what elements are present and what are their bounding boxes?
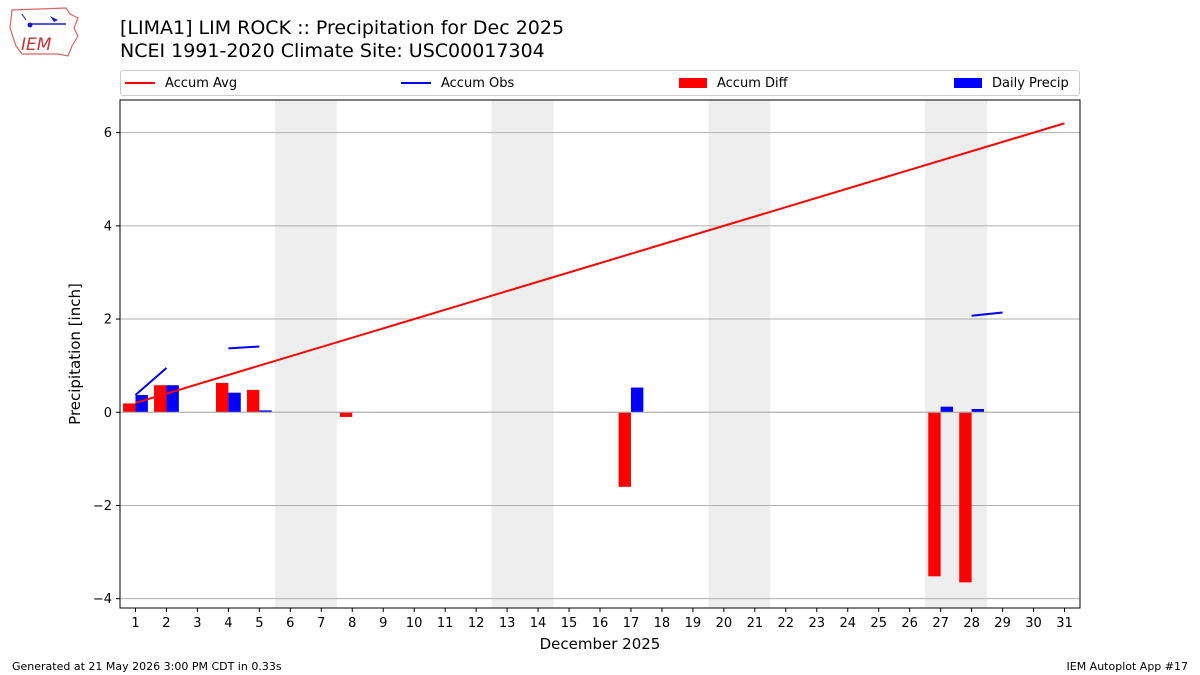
x-tick-label: 13 xyxy=(499,616,516,631)
x-tick-label: 8 xyxy=(348,616,356,631)
logo-text: IEM xyxy=(21,35,52,55)
chart-subtitle: NCEI 1991-2020 Climate Site: USC00017304 xyxy=(120,40,545,62)
accum-diff-bar-day-2 xyxy=(154,385,167,413)
accum-obs-segment-2 xyxy=(971,311,1003,317)
legend-swatch-accum-avg xyxy=(125,82,155,84)
weekend-shade-2 xyxy=(708,100,771,608)
x-tick-label: 2 xyxy=(162,616,170,631)
x-tick-label: 11 xyxy=(437,616,454,631)
x-tick-label: 3 xyxy=(193,616,201,631)
daily-precip-bar-day-28 xyxy=(971,408,984,413)
x-tick-label: 12 xyxy=(468,616,485,631)
x-tick-label: 27 xyxy=(932,616,949,631)
accum-diff-bar-day-1 xyxy=(123,403,136,413)
x-tick-label: 16 xyxy=(592,616,609,631)
x-tick-label: 25 xyxy=(870,616,887,631)
x-tick-label: 29 xyxy=(994,616,1011,631)
state-outline-icon xyxy=(9,7,79,57)
accum-diff-bar-day-5 xyxy=(246,389,260,413)
x-tick-label: 14 xyxy=(530,616,547,631)
accum-avg-line xyxy=(135,122,1065,404)
x-tick-label: 1 xyxy=(131,616,139,631)
x-tick-label: 20 xyxy=(716,616,733,631)
weekend-shade-1 xyxy=(491,100,554,608)
accum-diff-bar-day-28 xyxy=(959,412,972,583)
accum-obs-segment-1 xyxy=(228,345,260,350)
x-tick-label: 28 xyxy=(963,616,980,631)
x-tick-label: 31 xyxy=(1056,616,1073,631)
iem-logo-graphic: IEM xyxy=(9,7,79,57)
y-axis-label: Precipitation [inch] xyxy=(66,283,84,425)
x-tick-label: 18 xyxy=(654,616,671,631)
x-tick-label: 7 xyxy=(317,616,325,631)
x-tick-label: 22 xyxy=(778,616,795,631)
generated-timestamp: Generated at 21 May 2026 3:00 PM CDT in … xyxy=(12,660,282,673)
legend-item-daily-precip: Daily Precip xyxy=(954,71,1069,95)
x-tick-label: 26 xyxy=(901,616,918,631)
chart-title: [LIMA1] LIM ROCK :: Precipitation for De… xyxy=(120,17,565,39)
x-tick-label: 10 xyxy=(406,616,423,631)
x-tick-label: 15 xyxy=(561,616,578,631)
legend-label-accum-avg: Accum Avg xyxy=(165,75,238,91)
daily-precip-bar-day-1 xyxy=(135,395,148,413)
x-axis-label: December 2025 xyxy=(540,635,661,653)
legend-swatch-accum-diff xyxy=(679,78,707,88)
daily-precip-bar-day-4 xyxy=(228,392,241,413)
daily-precip-bar-day-2 xyxy=(166,385,179,413)
x-tick-label: 6 xyxy=(286,616,294,631)
lines xyxy=(134,122,1065,404)
x-tick-label: 21 xyxy=(747,616,764,631)
y-tick-label: −2 xyxy=(93,499,112,514)
chart-legend: Accum Avg Accum Obs Accum Diff Daily Pre… xyxy=(120,70,1080,96)
y-axis-ticks: −4 −2 0 2 4 6 xyxy=(93,126,120,607)
legend-label-daily-precip: Daily Precip xyxy=(992,75,1069,91)
legend-swatch-daily-precip xyxy=(954,78,982,88)
y-tick-label: 4 xyxy=(104,219,112,234)
x-tick-label: 19 xyxy=(685,616,702,631)
app-id: IEM Autoplot App #17 xyxy=(1066,660,1189,673)
accum-diff-bar-day-27 xyxy=(928,412,941,577)
y-tick-label: −4 xyxy=(93,592,112,607)
accum-diff-bar-day-17 xyxy=(618,412,631,487)
x-tick-label: 4 xyxy=(224,616,232,631)
weekend-shade-0 xyxy=(274,100,337,608)
y-tick-label: 2 xyxy=(104,313,112,328)
legend-swatch-accum-obs xyxy=(401,82,431,84)
bars xyxy=(120,382,1080,583)
x-tick-label: 30 xyxy=(1025,616,1042,631)
legend-item-accum-diff: Accum Diff xyxy=(679,71,788,95)
iem-logo: IEM xyxy=(8,6,82,60)
legend-label-accum-obs: Accum Obs xyxy=(441,75,515,91)
x-tick-label: 9 xyxy=(379,616,387,631)
x-tick-label: 5 xyxy=(255,616,263,631)
daily-precip-bar-day-5 xyxy=(259,410,272,413)
y-tick-label: 0 xyxy=(104,406,112,421)
x-tick-label: 23 xyxy=(809,616,826,631)
daily-precip-bar-day-17 xyxy=(630,387,644,413)
legend-label-accum-diff: Accum Diff xyxy=(717,75,788,91)
x-tick-label: 17 xyxy=(623,616,640,631)
daily-precip-bar-day-27 xyxy=(940,406,954,413)
accum-diff-bar-day-4 xyxy=(216,382,229,413)
x-tick-label: 24 xyxy=(839,616,856,631)
legend-item-accum-avg: Accum Avg xyxy=(125,71,237,95)
y-tick-label: 6 xyxy=(104,126,112,141)
legend-item-accum-obs: Accum Obs xyxy=(401,71,514,95)
x-axis-ticks: 1 2 3 4 5 6 7 8 9 10 11 12 13 14 15 16 17 18 19 20 21 22 23 24 2… xyxy=(131,608,1073,631)
accum-diff-bar-day-8 xyxy=(339,412,353,417)
weekend-shading xyxy=(274,100,988,608)
accum-obs-segment-0 xyxy=(134,367,168,396)
